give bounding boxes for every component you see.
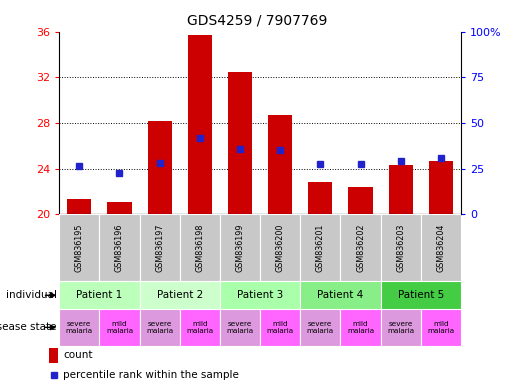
Text: mild
malaria: mild malaria [267,321,294,334]
Bar [148,121,171,214]
Text: severe
malaria: severe malaria [146,321,173,334]
Text: GSM836202: GSM836202 [356,223,365,272]
Bar [228,72,252,214]
Bar [140,281,220,309]
Text: GSM836199: GSM836199 [235,223,245,272]
Bar [67,199,91,214]
Text: GSM836201: GSM836201 [316,224,325,272]
Bar [381,214,421,281]
Bar [59,214,99,281]
Bar [389,165,413,214]
Bar [300,281,381,309]
Bar [99,309,140,346]
Bar [268,115,292,214]
Text: mild
malaria: mild malaria [427,321,454,334]
Text: severe
malaria: severe malaria [66,321,93,334]
Bar [108,202,131,214]
Bar [59,309,99,346]
Bar [220,281,300,309]
Text: Patient 2: Patient 2 [157,290,203,300]
Text: GSM836197: GSM836197 [155,223,164,272]
Bar [220,309,260,346]
Text: Patient 1: Patient 1 [76,290,123,300]
Bar [140,309,180,346]
Text: mild
malaria: mild malaria [347,321,374,334]
Text: disease state: disease state [0,322,57,333]
Bar [300,309,340,346]
Bar [188,35,212,214]
Bar [220,214,260,281]
Text: Patient 3: Patient 3 [237,290,283,300]
Bar [180,309,220,346]
Text: GDS4259 / 7907769: GDS4259 / 7907769 [187,13,328,27]
Bar [381,309,421,346]
Text: GSM836196: GSM836196 [115,224,124,272]
Bar [180,214,220,281]
Bar [260,214,300,281]
Bar [59,281,140,309]
Text: GSM836200: GSM836200 [276,224,285,272]
Text: Patient 4: Patient 4 [317,290,364,300]
Text: severe
malaria: severe malaria [227,321,253,334]
Text: GSM836204: GSM836204 [436,224,445,272]
Bar [421,309,461,346]
Bar [421,214,461,281]
Text: severe
malaria: severe malaria [307,321,334,334]
Bar [308,182,332,214]
Bar [340,214,381,281]
Bar [99,214,140,281]
Text: mild
malaria: mild malaria [186,321,213,334]
Text: GSM836203: GSM836203 [396,224,405,272]
Text: GSM836198: GSM836198 [195,224,204,272]
Text: percentile rank within the sample: percentile rank within the sample [63,370,239,380]
Bar [349,187,372,214]
Bar [49,348,58,363]
Bar [340,309,381,346]
Bar [300,214,340,281]
Text: GSM836195: GSM836195 [75,223,84,272]
Text: individual: individual [6,290,57,300]
Text: mild
malaria: mild malaria [106,321,133,334]
Bar [429,161,453,214]
Text: severe
malaria: severe malaria [387,321,414,334]
Bar [260,309,300,346]
Bar [140,214,180,281]
Bar [381,281,461,309]
Text: count: count [63,351,93,361]
Text: Patient 5: Patient 5 [398,290,444,300]
